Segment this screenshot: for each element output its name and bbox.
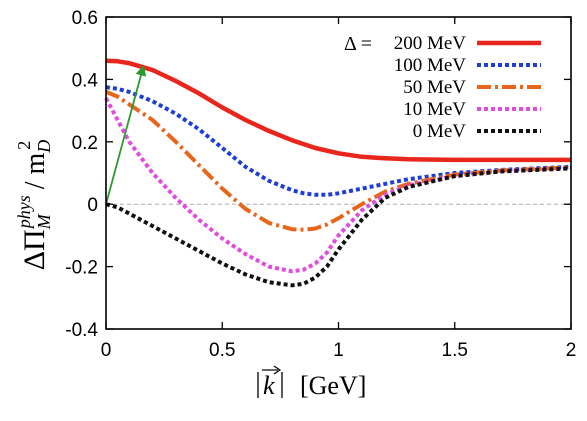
- x-tick-label-3: 1.5: [442, 340, 468, 361]
- series-line-3: [104, 97, 572, 274]
- tick-layer: 0 0.5 1 1.5 2 0.6 0.4 0.2 0 -0.2 -0.4: [65, 8, 576, 361]
- series-line-4: [105, 166, 572, 288]
- x-label-unit: [GeV]: [300, 371, 366, 400]
- x-tick-label-0: 0: [101, 340, 112, 361]
- y-label-main: ΔΠ: [18, 229, 51, 270]
- legend-prefix: Δ =: [344, 33, 372, 55]
- series-line-1: [105, 85, 572, 197]
- annotation-layer: [105, 64, 147, 205]
- legend-label-0: 200 MeV: [394, 33, 467, 54]
- y-tick-label-5: -0.4: [65, 320, 98, 341]
- x-label-vector-head: [273, 365, 282, 375]
- x-tick-label-2: 1: [333, 340, 344, 361]
- y-label-sup: phys: [14, 195, 34, 230]
- x-label-k: k: [263, 371, 275, 400]
- y-label-sub: M: [34, 213, 54, 230]
- legend-label-3: 10 MeV: [403, 99, 466, 120]
- y-tick-label-4: -0.2: [65, 258, 98, 279]
- series-line-0: [105, 58, 571, 163]
- y-tick-label-0: 0.6: [72, 8, 98, 29]
- legend-label-4: 0 MeV: [413, 121, 467, 142]
- x-tick-label-4: 2: [566, 340, 577, 361]
- y-axis-label: ΔΠMphys / mD2: [14, 140, 54, 271]
- x-axis-label: k [GeV]: [257, 365, 366, 400]
- y-tick-label-1: 0.4: [72, 70, 99, 91]
- series-layer: [104, 58, 572, 288]
- legend-label-1: 100 MeV: [394, 55, 467, 76]
- x-tick-label-1: 0.5: [209, 340, 235, 361]
- y-tick-label-3: 0: [87, 195, 98, 216]
- y-tick-label-2: 0.2: [72, 133, 98, 154]
- y-label-den: / m: [20, 153, 51, 190]
- annotation-arrow-0: [105, 64, 147, 205]
- y-label-den-sup: 2: [14, 141, 34, 150]
- y-label-den-sub: D: [34, 140, 54, 154]
- legend-label-2: 50 MeV: [403, 77, 466, 98]
